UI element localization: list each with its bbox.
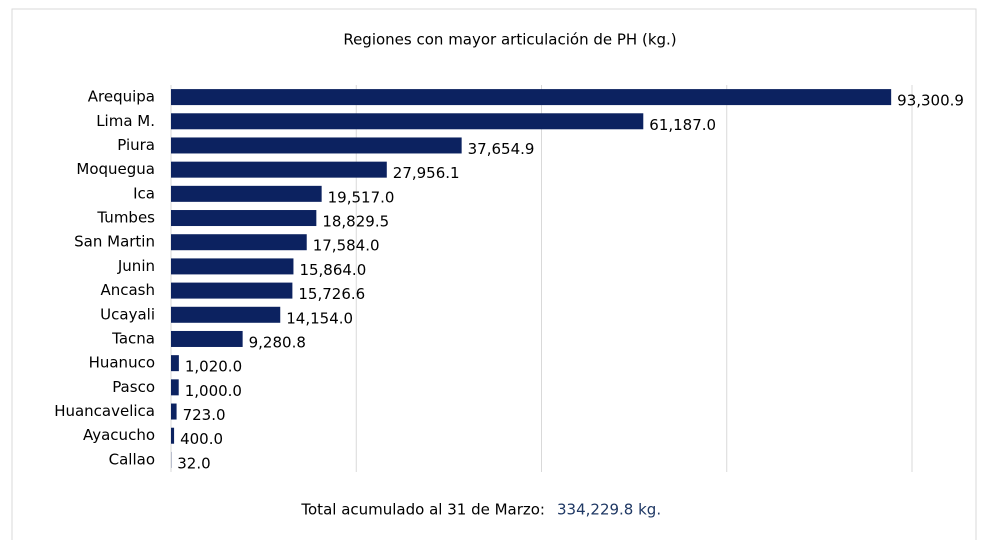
y-tick-label: Lima M.: [96, 112, 155, 130]
value-label: 17,584.0: [313, 237, 380, 255]
y-tick-label: Arequipa: [88, 88, 155, 106]
y-tick-label: Ayacucho: [83, 426, 155, 444]
y-tick-label: Pasco: [112, 378, 155, 396]
y-tick-label: Piura: [117, 136, 155, 154]
value-label: 19,517.0: [328, 188, 395, 206]
y-tick-label: Moquegua: [76, 160, 155, 178]
value-label: 1,020.0: [185, 358, 242, 376]
y-tick-label: Tumbes: [96, 209, 155, 227]
value-label: 27,956.1: [393, 164, 460, 182]
value-label: 9,280.8: [249, 333, 306, 351]
value-label: 18,829.5: [322, 213, 389, 231]
bar: [171, 113, 644, 130]
value-label: 93,300.9: [897, 92, 964, 110]
bar: [171, 137, 462, 154]
bar: [171, 234, 307, 251]
bar: [171, 403, 177, 420]
y-tick-label: Junin: [117, 257, 155, 275]
value-label: 14,154.0: [286, 309, 353, 327]
bar: [171, 306, 281, 323]
bar: [171, 427, 175, 444]
value-label: 400.0: [180, 430, 223, 448]
y-tick-label: Callao: [109, 450, 155, 468]
y-tick-label: Huancavelica: [54, 402, 155, 420]
chart-border: [11, 8, 977, 540]
footer-label: Total acumulado al 31 de Marzo:: [300, 501, 545, 519]
value-label: 723.0: [183, 406, 226, 424]
y-tick-label: Ucayali: [100, 305, 155, 323]
footer-total: 334,229.8 kg.: [557, 501, 661, 519]
bar: [171, 89, 892, 106]
value-label: 37,654.9: [468, 140, 535, 158]
bar: [171, 282, 293, 299]
y-tick-label: Ancash: [100, 281, 155, 299]
y-tick-label: Tacna: [111, 329, 155, 347]
value-label: 61,187.0: [649, 116, 716, 134]
bar: [171, 185, 322, 202]
y-tick-label: Huanuco: [89, 354, 155, 372]
value-label: 15,864.0: [299, 261, 366, 279]
bar: [171, 210, 317, 227]
chart-title: Regiones con mayor articulación de PH (k…: [343, 31, 676, 49]
bar: [171, 161, 387, 178]
y-tick-label: Ica: [133, 184, 155, 202]
bar: [171, 258, 294, 275]
bar: [171, 330, 243, 347]
value-label: 1,000.0: [185, 382, 242, 400]
value-label: 32.0: [177, 454, 210, 472]
bar: [171, 379, 179, 396]
value-label: 15,726.6: [298, 285, 365, 303]
bar: [171, 355, 179, 372]
y-tick-label: San Martin: [74, 233, 155, 251]
